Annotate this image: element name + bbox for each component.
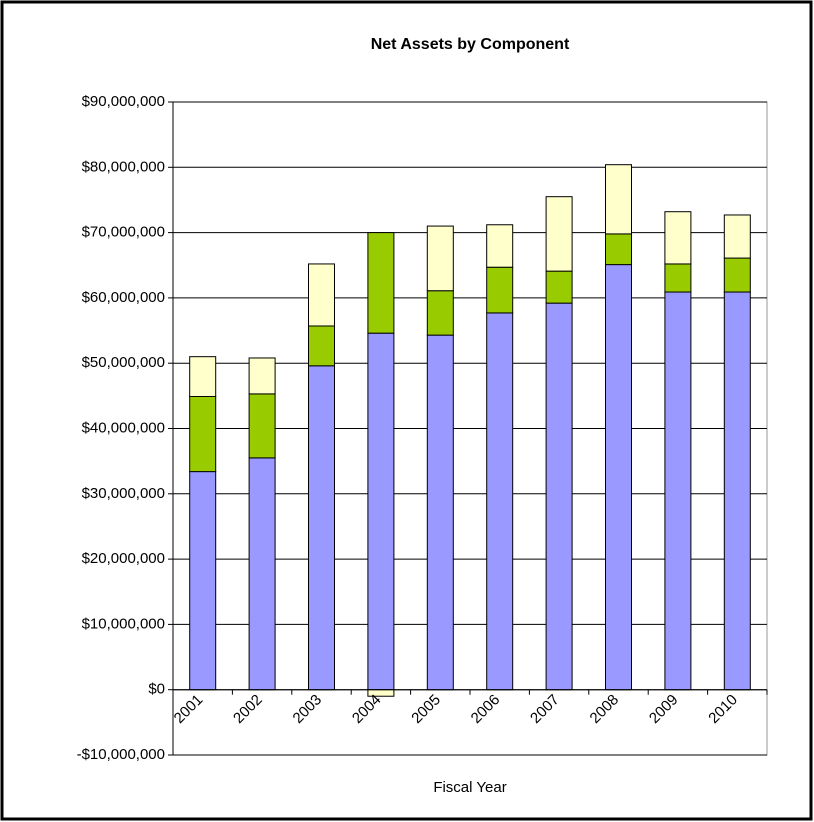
bar-segment [605, 164, 632, 235]
bar-segment [189, 356, 217, 398]
bar-segment [308, 263, 335, 327]
y-tick-label: $70,000,000 [82, 224, 165, 241]
bar-segment [723, 291, 751, 691]
bar-segment [545, 302, 573, 691]
bar-segment [248, 357, 276, 395]
y-tick-label: $90,000,000 [82, 93, 165, 110]
bar-segment [308, 365, 335, 691]
bar-segment [248, 457, 276, 691]
bar-segment [605, 233, 632, 266]
x-axis-label: Fiscal Year [433, 779, 506, 796]
y-tick-label: $80,000,000 [82, 158, 165, 175]
bar-segment [426, 334, 454, 691]
bar-segment [189, 471, 217, 691]
bar-segment [189, 396, 217, 473]
bar-segment [367, 332, 395, 691]
y-tick-label: $40,000,000 [82, 419, 165, 436]
bar-segment [367, 232, 395, 334]
y-tick-label: $0 [148, 681, 165, 698]
y-tick-label: $10,000,000 [82, 615, 165, 632]
bar-segment [308, 325, 335, 367]
y-tick-label: $20,000,000 [82, 550, 165, 567]
bar-segment [545, 270, 573, 304]
bar-segment [486, 224, 514, 268]
y-tick-label: $30,000,000 [82, 485, 165, 502]
bar-segment [486, 312, 514, 691]
bar-segment [248, 393, 276, 459]
bar-segment [426, 290, 454, 336]
y-tick-label: -$10,000,000 [77, 746, 165, 763]
y-tick-label: $50,000,000 [82, 354, 165, 371]
bar-segment [664, 263, 692, 293]
bar-segment [664, 211, 692, 265]
bar-segment [723, 214, 751, 259]
bar-segment [486, 266, 514, 314]
chart-title: Net Assets by Component [371, 36, 570, 53]
bar-segment [605, 264, 632, 691]
bar-segment [426, 225, 454, 292]
bar-segment [723, 257, 751, 293]
y-tick-label: $60,000,000 [82, 289, 165, 306]
bar-segment [545, 196, 573, 272]
bar-segment [664, 291, 692, 691]
